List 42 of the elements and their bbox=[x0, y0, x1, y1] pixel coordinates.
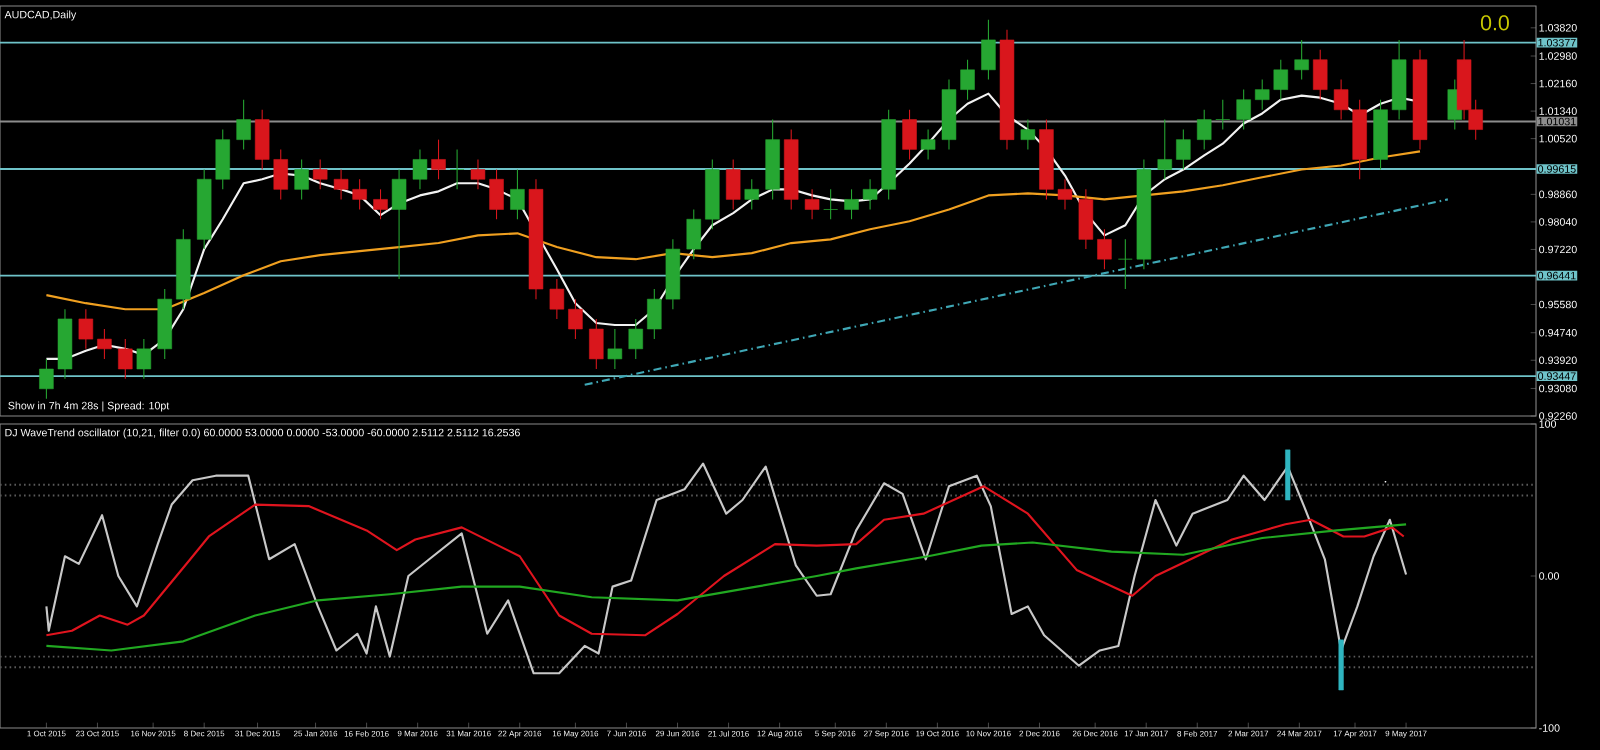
candlestick bbox=[823, 188, 838, 220]
line-series bbox=[45, 485, 1405, 637]
candlestick bbox=[1313, 49, 1328, 101]
candlestick bbox=[920, 129, 936, 160]
candlestick bbox=[449, 148, 465, 190]
candlestick bbox=[549, 278, 565, 320]
candlestick bbox=[1294, 39, 1309, 81]
candlestick bbox=[1196, 109, 1212, 150]
candlestick bbox=[1157, 118, 1172, 180]
candlestick bbox=[1176, 129, 1191, 171]
candlestick bbox=[78, 308, 94, 350]
candlestick bbox=[1020, 118, 1036, 150]
candlestick bbox=[1236, 89, 1251, 131]
candlestick bbox=[804, 188, 820, 220]
candlestick bbox=[1078, 188, 1094, 250]
candlestick bbox=[431, 139, 446, 180]
candlestick bbox=[1097, 228, 1112, 270]
line-series bbox=[45, 523, 1408, 652]
candlestick bbox=[373, 188, 388, 220]
candlestick bbox=[1215, 99, 1231, 131]
candlestick bbox=[294, 158, 309, 200]
candlestick bbox=[568, 298, 583, 340]
candlestick bbox=[981, 19, 996, 81]
candlestick bbox=[686, 208, 701, 260]
candlestick bbox=[97, 328, 112, 360]
candlestick bbox=[628, 318, 643, 360]
candlestick bbox=[236, 99, 251, 150]
candlestick bbox=[391, 168, 407, 280]
candlestick bbox=[510, 168, 525, 220]
annotation: 0.0 bbox=[1480, 15, 1509, 31]
candlestick bbox=[607, 328, 623, 370]
candlestick bbox=[312, 158, 328, 190]
candlestick bbox=[744, 178, 759, 211]
candlestick bbox=[136, 338, 152, 380]
candlestick bbox=[1118, 238, 1133, 290]
line-series bbox=[45, 150, 1422, 311]
candlestick bbox=[902, 109, 917, 160]
candlestick bbox=[589, 318, 604, 370]
line-series bbox=[45, 462, 1408, 675]
candlestick bbox=[725, 158, 741, 211]
candlestick bbox=[118, 338, 133, 380]
candlestick bbox=[412, 148, 428, 190]
